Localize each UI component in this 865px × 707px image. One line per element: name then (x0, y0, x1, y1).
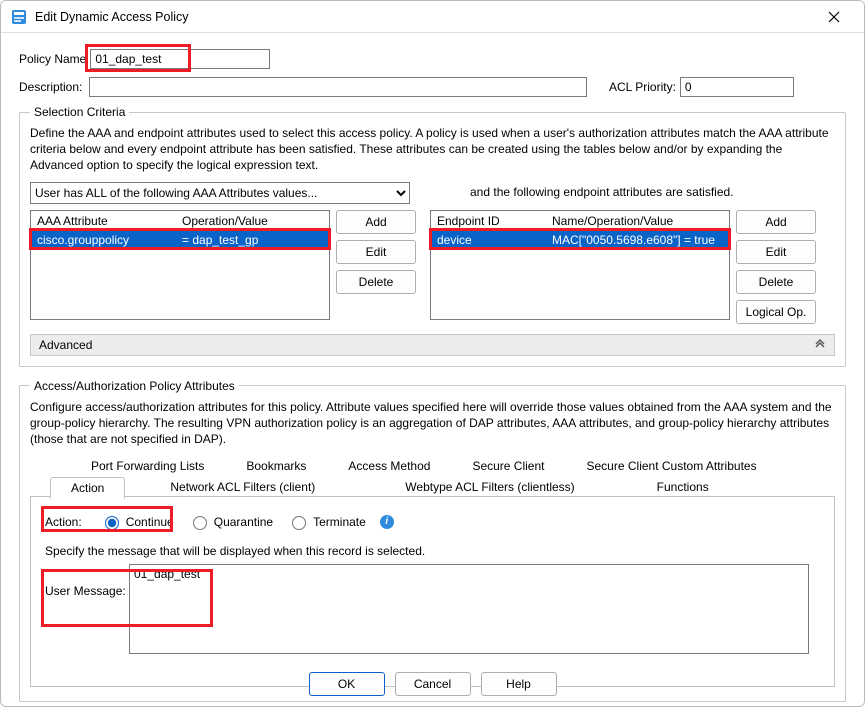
tab-bookmarks[interactable]: Bookmarks (225, 455, 327, 476)
description-label: Description: (19, 80, 85, 94)
tab-action[interactable]: Action (50, 477, 125, 499)
acl-priority-input[interactable] (680, 77, 794, 97)
endpoint-satisfied-text: and the following endpoint attributes ar… (470, 182, 734, 199)
description-input[interactable] (89, 77, 587, 97)
tab-strip: Port Forwarding Lists Bookmarks Access M… (30, 455, 835, 497)
tab-secure-client[interactable]: Secure Client (451, 455, 565, 476)
dialog-window: Edit Dynamic Access Policy Policy Name D… (0, 0, 865, 707)
endpoint-col-nov: Name/Operation/Value (546, 212, 680, 230)
acl-priority-label: ACL Priority: (609, 80, 676, 94)
tab-network-acl[interactable]: Network ACL Filters (client) (125, 476, 360, 498)
aaa-delete-button[interactable]: Delete (336, 270, 416, 294)
advanced-toggle[interactable]: Advanced (30, 334, 835, 356)
radio-quarantine-input[interactable] (193, 516, 207, 530)
user-message-label: User Message: (45, 564, 125, 598)
aaa-table[interactable]: AAA Attribute Operation/Value cisco.grou… (30, 210, 330, 320)
aaa-row-selected[interactable]: cisco.grouppolicy = dap_test_gp (31, 231, 329, 249)
radio-terminate[interactable]: Terminate (287, 513, 366, 530)
endpoint-edit-button[interactable]: Edit (736, 240, 816, 264)
tab-body-action: Action: Continue Quarantine Terminate i (30, 497, 835, 687)
tab-webtype-acl[interactable]: Webtype ACL Filters (clientless) (360, 476, 619, 498)
aaa-add-button[interactable]: Add (336, 210, 416, 234)
chevron-down-icon (814, 337, 826, 352)
endpoint-add-button[interactable]: Add (736, 210, 816, 234)
aaa-row-attr: cisco.grouppolicy (31, 232, 176, 248)
endpoint-col-id: Endpoint ID (431, 212, 546, 230)
dialog-footer: OK Cancel Help (1, 672, 864, 696)
radio-terminate-input[interactable] (292, 516, 306, 530)
action-label: Action: (45, 515, 82, 529)
tab-functions[interactable]: Functions (620, 476, 746, 498)
window-title: Edit Dynamic Access Policy (35, 10, 814, 24)
radio-continue[interactable]: Continue (100, 513, 174, 530)
endpoint-delete-button[interactable]: Delete (736, 270, 816, 294)
endpoint-row-selected[interactable]: device MAC["0050.5698.e608"] = true (431, 231, 729, 249)
radio-continue-input[interactable] (105, 516, 119, 530)
endpoint-table[interactable]: Endpoint ID Name/Operation/Value device … (430, 210, 730, 320)
cancel-button[interactable]: Cancel (395, 672, 471, 696)
selection-help-text: Define the AAA and endpoint attributes u… (30, 125, 835, 174)
app-icon (11, 9, 27, 25)
dialog-content: Policy Name Description: ACL Priority: S… (1, 33, 864, 702)
aaa-col-attribute: AAA Attribute (31, 212, 176, 230)
radio-quarantine[interactable]: Quarantine (188, 513, 273, 530)
aaa-col-operation: Operation/Value (176, 212, 275, 230)
info-icon[interactable]: i (380, 515, 394, 529)
policy-name-input[interactable] (90, 49, 270, 69)
endpoint-row-val: MAC["0050.5698.e608"] = true (546, 232, 721, 248)
ok-button[interactable]: OK (309, 672, 385, 696)
tab-access-method[interactable]: Access Method (327, 455, 451, 476)
close-button[interactable] (814, 1, 854, 32)
user-message-textarea[interactable]: 01_dap_test (129, 564, 809, 654)
aaa-mode-select[interactable]: User has ALL of the following AAA Attrib… (30, 182, 410, 204)
access-legend: Access/Authorization Policy Attributes (30, 379, 239, 393)
tab-secure-client-custom[interactable]: Secure Client Custom Attributes (566, 455, 778, 476)
access-help-text: Configure access/authorization attribute… (30, 399, 835, 448)
advanced-label: Advanced (39, 338, 92, 352)
title-bar: Edit Dynamic Access Policy (1, 1, 864, 33)
tab-port-forwarding[interactable]: Port Forwarding Lists (70, 455, 225, 476)
policy-name-label: Policy Name (19, 52, 86, 66)
help-button[interactable]: Help (481, 672, 557, 696)
user-message-help: Specify the message that will be display… (45, 544, 820, 558)
aaa-edit-button[interactable]: Edit (336, 240, 416, 264)
selection-criteria-legend: Selection Criteria (30, 105, 129, 119)
access-fieldset: Access/Authorization Policy Attributes C… (19, 379, 846, 703)
endpoint-row-id: device (431, 232, 546, 248)
selection-criteria-fieldset: Selection Criteria Define the AAA and en… (19, 105, 846, 367)
aaa-row-val: = dap_test_gp (176, 232, 264, 248)
endpoint-logical-button[interactable]: Logical Op. (736, 300, 816, 324)
